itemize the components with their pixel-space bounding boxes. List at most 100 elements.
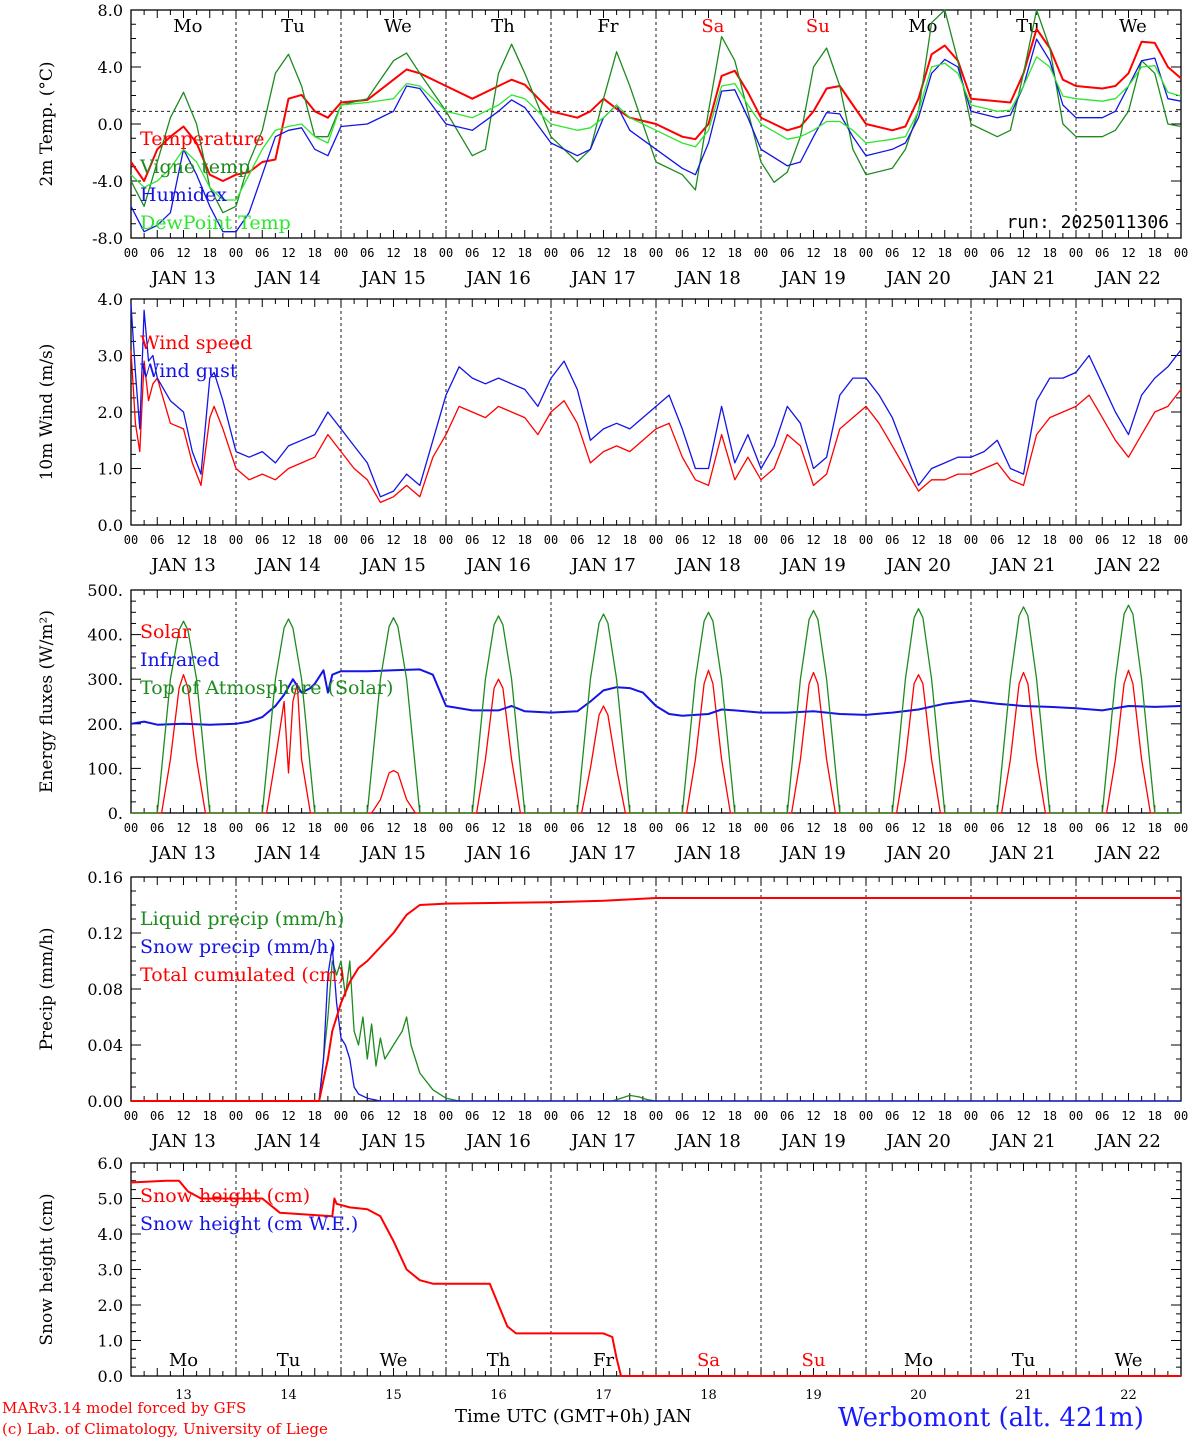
date-label: JAN 20 [884, 555, 951, 576]
y-tick-label: 2.0 [98, 403, 123, 422]
hour-label: 12 [386, 246, 400, 260]
hour-label: 18 [203, 1109, 217, 1123]
date-label: JAN 15 [359, 555, 426, 576]
hour-label: 12 [386, 821, 400, 835]
panel-2: 4.0 3.0 2.0 1.0 0.0 10m Wind (m/s) 00 06 12 18 00 0… [37, 290, 1188, 576]
hour-label: 06 [1095, 821, 1109, 835]
day-number: 17 [595, 1388, 612, 1403]
hour-label: 18 [623, 246, 637, 260]
y-tick-label: 8.0 [98, 1, 123, 20]
hour-label: 12 [491, 246, 505, 260]
hour-label: 12 [911, 1109, 925, 1123]
hour-label: 18 [623, 821, 637, 835]
hour-label: 12 [1016, 246, 1030, 260]
legend-entry: Solar [140, 621, 192, 643]
hour-label: 12 [596, 246, 610, 260]
legend-entry: Infrared [140, 649, 220, 671]
panel-4: 0.16 0.12 0.08 0.04 0.00 Precip (mm/h) 00 06 12 1… [37, 868, 1188, 1152]
hour-label: 06 [570, 1109, 584, 1123]
hour-label: 00 [649, 246, 663, 260]
hour-label: 06 [780, 821, 794, 835]
hour-label: 06 [360, 1109, 374, 1123]
hour-label: 12 [176, 533, 190, 547]
legend-entry: DewPoint Temp [140, 212, 291, 234]
hour-label: 06 [885, 1109, 899, 1123]
day-number: 21 [1015, 1388, 1032, 1403]
legend-entry: Top of Atmosphere (Solar) [140, 677, 393, 699]
weekday-label: We [384, 16, 412, 37]
hour-label: 06 [465, 1109, 479, 1123]
date-label: JAN 18 [674, 268, 741, 289]
hour-label: 12 [911, 821, 925, 835]
hour-label: 00 [124, 821, 138, 835]
hour-label: 12 [701, 1109, 715, 1123]
y-axis-label: Snow height (cm) [37, 1193, 57, 1345]
series-line-4-1 [131, 960, 1181, 1102]
hour-label: 12 [1121, 533, 1135, 547]
hour-label: 00 [649, 821, 663, 835]
hour-label: 18 [308, 533, 322, 547]
y-tick-label: 300. [87, 670, 123, 689]
y-tick-label: 0.0 [98, 516, 123, 535]
date-label: JAN 22 [1094, 1131, 1161, 1152]
hour-label: 06 [255, 533, 269, 547]
hour-label: 06 [780, 246, 794, 260]
date-label: JAN 22 [1094, 555, 1161, 576]
legend-entry: Wind gust [140, 360, 238, 382]
hour-label: 00 [859, 821, 873, 835]
hour-label: 18 [518, 821, 532, 835]
hour-label: 06 [465, 246, 479, 260]
hour-label: 00 [544, 246, 558, 260]
hour-label: 18 [1148, 246, 1162, 260]
hour-label: 00 [754, 246, 768, 260]
weekday-label: Tu [277, 1350, 301, 1371]
date-label: JAN 22 [1094, 843, 1161, 864]
hour-label: 00 [124, 246, 138, 260]
weekday-label: Sa [697, 1350, 720, 1371]
hour-label: 18 [308, 246, 322, 260]
day-number: 14 [280, 1388, 297, 1403]
hour-label: 18 [728, 1109, 742, 1123]
hour-label: 18 [518, 246, 532, 260]
series-line-3-1 [131, 669, 1181, 814]
y-tick-label: 4.0 [98, 58, 123, 77]
hour-label: 12 [176, 1109, 190, 1123]
legend-entry: Temperature [140, 128, 264, 150]
hour-label: 00 [439, 1109, 453, 1123]
hour-label: 18 [833, 821, 847, 835]
weekday-label: Su [802, 1350, 826, 1371]
y-tick-label: 0.04 [87, 1036, 123, 1055]
hour-label: 12 [701, 246, 715, 260]
hour-label: 18 [728, 821, 742, 835]
y-tick-label: 0.08 [87, 980, 123, 999]
hour-label: 18 [203, 246, 217, 260]
model-credit: MARv3.14 model forced by GFS [2, 1399, 246, 1417]
hour-label: 18 [728, 246, 742, 260]
hour-label: 12 [701, 821, 715, 835]
date-label: JAN 19 [779, 1131, 846, 1152]
hour-label: 00 [229, 1109, 243, 1123]
hour-label: 12 [806, 821, 820, 835]
hour-label: 12 [491, 533, 505, 547]
y-axis-label: Energy fluxes (W/m²) [37, 610, 57, 793]
hour-label: 06 [675, 821, 689, 835]
y-tick-label: 4.0 [98, 1225, 123, 1244]
y-tick-label: -8.0 [92, 229, 123, 248]
hour-label: 00 [334, 246, 348, 260]
hour-label: 12 [1016, 1109, 1030, 1123]
hour-label: 00 [1174, 246, 1188, 260]
run-label: run: 2025011306 [1006, 212, 1169, 233]
hour-label: 00 [1069, 1109, 1083, 1123]
hour-label: 00 [124, 1109, 138, 1123]
hour-label: 18 [623, 533, 637, 547]
legend-entry: Snow height (cm) [140, 1185, 310, 1207]
weekday-label: Th [487, 1350, 511, 1371]
y-tick-label: 3.0 [98, 347, 123, 366]
date-label: JAN 16 [464, 1131, 531, 1152]
hour-label: 06 [885, 821, 899, 835]
hour-label: 06 [675, 533, 689, 547]
day-number: 15 [385, 1388, 402, 1403]
hour-label: 00 [439, 821, 453, 835]
series-line-1-4 [130, 56, 1182, 201]
date-label: JAN 17 [569, 555, 636, 576]
